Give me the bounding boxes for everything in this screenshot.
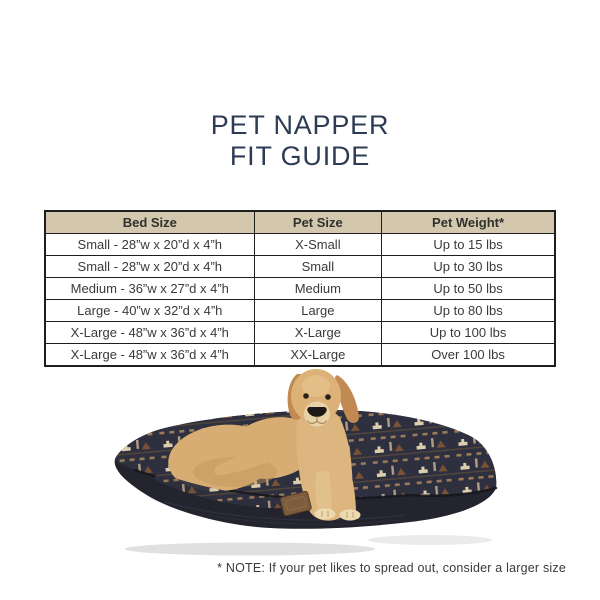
bed-shadow bbox=[125, 535, 492, 556]
cell-bed-size: Large - 40”w x 32”d x 4”h bbox=[44, 299, 255, 322]
dog-eye-left bbox=[303, 393, 309, 399]
cell-pet-weight: Up to 30 lbs bbox=[381, 255, 556, 278]
dog-front-leg-right bbox=[337, 468, 356, 518]
dog bbox=[168, 407, 361, 521]
dog-eye-right bbox=[325, 394, 331, 400]
fit-guide-table: Bed Size Pet Size Pet Weight* Small - 28… bbox=[44, 210, 556, 367]
dog-paw-toes bbox=[321, 511, 354, 518]
cell-bed-size: Medium - 36”w x 27”d x 4”h bbox=[44, 277, 255, 300]
dog-chest bbox=[296, 407, 352, 521]
cell-bed-size: X-Large - 48”w x 36”d x 4”h bbox=[44, 343, 255, 367]
table-row: Small - 28”w x 20”d x 4”h X-Small Up to … bbox=[44, 233, 556, 256]
cell-pet-weight: Up to 100 lbs bbox=[381, 321, 556, 344]
dog-nose bbox=[307, 407, 327, 417]
dog-forehead-highlight bbox=[302, 375, 330, 397]
table-row: Small - 28”w x 20”d x 4”h Small Up to 30… bbox=[44, 255, 556, 278]
dog-extended-foreleg bbox=[214, 442, 286, 476]
cell-pet-weight: Up to 50 lbs bbox=[381, 277, 556, 300]
cell-pet-size: X-Large bbox=[253, 321, 383, 344]
dog-right-ear bbox=[335, 375, 359, 423]
cell-pet-weight: Up to 15 lbs bbox=[381, 233, 556, 256]
dog-paw-right bbox=[339, 509, 361, 521]
page-title: PET NAPPER FIT GUIDE bbox=[0, 110, 600, 172]
bed-leather-tag bbox=[280, 490, 312, 517]
column-header-bed-size: Bed Size bbox=[44, 210, 255, 234]
table-row: X-Large - 48”w x 36”d x 4”h X-Large Up t… bbox=[44, 321, 556, 344]
cell-bed-size: X-Large - 48”w x 36”d x 4”h bbox=[44, 321, 255, 344]
dog-mouth-line bbox=[306, 417, 328, 424]
cell-bed-size: Small - 28”w x 20”d x 4”h bbox=[44, 233, 255, 256]
bed-quilting-lines bbox=[164, 501, 406, 525]
cell-pet-weight: Over 100 lbs bbox=[381, 343, 556, 367]
dog-front-leg-left bbox=[315, 471, 332, 516]
column-header-pet-weight: Pet Weight* bbox=[381, 210, 556, 234]
title-line-2: FIT GUIDE bbox=[229, 141, 371, 171]
title-line-1: PET NAPPER bbox=[210, 110, 390, 140]
dog-head bbox=[287, 369, 359, 427]
bed-folds bbox=[154, 472, 446, 509]
table-header-row: Bed Size Pet Size Pet Weight* bbox=[44, 210, 556, 234]
table-row: Large - 40”w x 32”d x 4”h Large Up to 80… bbox=[44, 299, 556, 322]
cell-pet-size: Large bbox=[253, 299, 383, 322]
cell-bed-size: Small - 28”w x 20”d x 4”h bbox=[44, 255, 255, 278]
column-header-pet-size: Pet Size bbox=[253, 210, 383, 234]
dog-on-pet-bed-photo bbox=[114, 369, 498, 556]
cell-pet-weight: Up to 80 lbs bbox=[381, 299, 556, 322]
dog-paw-left bbox=[314, 508, 336, 520]
cell-pet-size: Small bbox=[253, 255, 383, 278]
cell-pet-size: Medium bbox=[253, 277, 383, 300]
table-row: Medium - 36”w x 27”d x 4”h Medium Up to … bbox=[44, 277, 556, 300]
table-row: X-Large - 48”w x 36”d x 4”h XX-Large Ove… bbox=[44, 343, 556, 367]
cell-pet-size: XX-Large bbox=[253, 343, 383, 367]
footnote: * NOTE: If your pet likes to spread out,… bbox=[217, 561, 566, 575]
cell-pet-size: X-Small bbox=[253, 233, 383, 256]
